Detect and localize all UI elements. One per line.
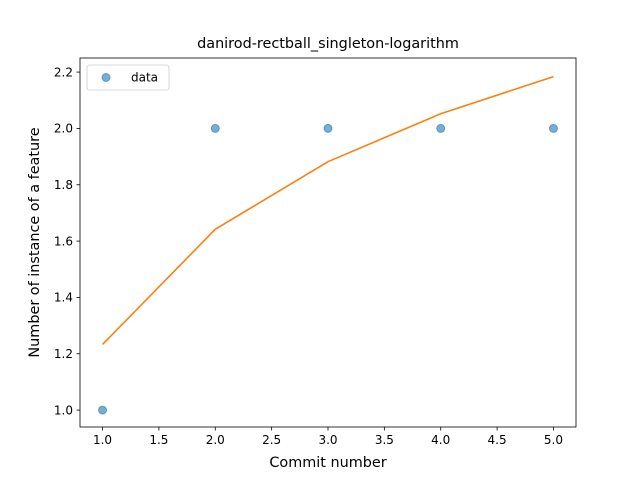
legend-label: data (131, 71, 158, 85)
x-tick-label: 4.0 (431, 433, 450, 447)
y-tick-label: 1.0 (54, 403, 73, 417)
series-layer (99, 77, 558, 415)
legend-marker (102, 74, 110, 82)
x-axis-label: Commit number (269, 455, 386, 471)
x-tick-label: 3.0 (318, 433, 337, 447)
x-tick-label: 2.5 (262, 433, 281, 447)
legend: data (87, 65, 169, 90)
y-axis-label: Number of instance of a feature (27, 127, 43, 357)
axes-ticks: 1.0 1.5 2.0 2.5 3.0 3.5 4.0 4.5 5.0 1.0 1.2 1.4 1.6 1… (54, 65, 563, 447)
data-point (324, 124, 332, 132)
data-point (211, 124, 219, 132)
x-tick-label: 1.5 (149, 433, 168, 447)
data-point (549, 124, 557, 132)
y-tick-label: 1.2 (54, 347, 73, 361)
y-tick-label: 1.8 (54, 178, 73, 192)
x-tick-label: 4.5 (488, 433, 507, 447)
x-tick-label: 5.0 (544, 433, 563, 447)
data-point (437, 124, 445, 132)
chart-title-text: danirod-rectball_singleton-logarithm (197, 36, 459, 52)
data-point (99, 406, 107, 414)
y-tick-label: 1.6 (54, 234, 73, 248)
x-tick-label: 1.0 (93, 433, 112, 447)
y-tick-label: 2.0 (54, 122, 73, 136)
axes-frame (80, 58, 576, 427)
x-tick-label: 2.0 (206, 433, 225, 447)
x-tick-label: 3.5 (375, 433, 394, 447)
fit-line (103, 77, 554, 345)
chart-title: danirod-rectball_singleton-logarithm (197, 36, 459, 52)
y-tick-label: 2.2 (54, 65, 73, 79)
y-tick-label: 1.4 (54, 291, 73, 305)
axis-labels: Commit number Number of instance of a fea… (27, 127, 387, 471)
